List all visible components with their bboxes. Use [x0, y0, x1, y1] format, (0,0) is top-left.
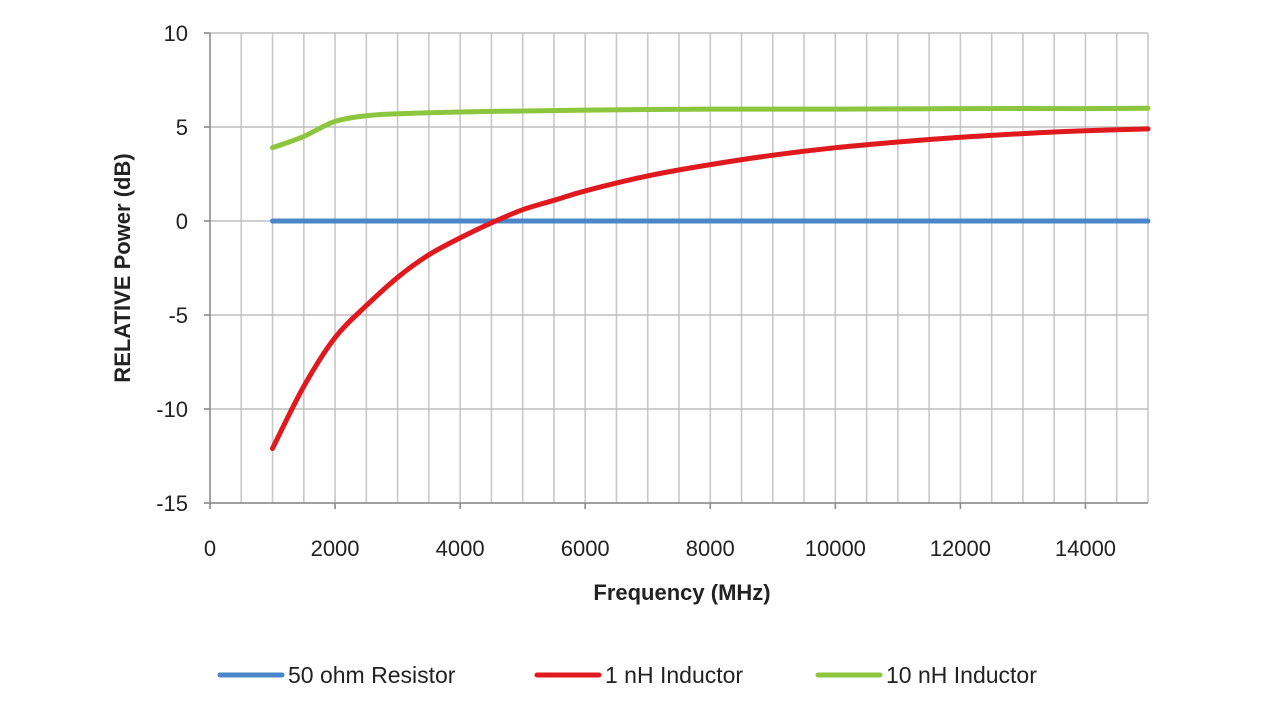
y-tick-label: -5: [168, 303, 188, 328]
series-lines: [270, 105, 1151, 451]
y-tick-label: -15: [156, 491, 188, 516]
series-line-1-nh-inductor: [270, 126, 1151, 451]
x-tick-label: 10000: [805, 536, 866, 561]
y-tick-label: 10: [164, 21, 188, 46]
y-tick-label: 0: [176, 209, 188, 234]
x-tick-label: 12000: [930, 536, 991, 561]
x-axis-title: Frequency (MHz): [593, 580, 770, 605]
y-axis-title: RELATIVE Power (dB): [110, 153, 135, 382]
x-tick-label: 8000: [686, 536, 735, 561]
series-line-10-nh-inductor: [270, 105, 1151, 151]
x-tick-label: 0: [204, 536, 216, 561]
y-tick-labels: -15 -10 -5 0 5 10: [156, 21, 188, 516]
grid: [210, 32, 1149, 504]
y-tick-label: 5: [176, 115, 188, 140]
x-tick-label: 6000: [561, 536, 610, 561]
legend-label-50-ohm-resistor: 50 ohm Resistor: [288, 662, 456, 688]
x-tick-label: 4000: [436, 536, 485, 561]
y-tick-label: -10: [156, 397, 188, 422]
x-tick-label: 14000: [1055, 536, 1116, 561]
legend-label-1-nh-inductor: 1 nH Inductor: [605, 662, 743, 688]
legend: 50 ohm Resistor 1 nH Inductor 10 nH Induct…: [217, 662, 1037, 688]
axes: [204, 32, 1148, 509]
legend-label-10-nh-inductor: 10 nH Inductor: [886, 662, 1037, 688]
x-tick-label: 2000: [311, 536, 360, 561]
x-tick-labels: 0 2000 4000 6000 8000 10000 12000 14000: [204, 536, 1116, 561]
